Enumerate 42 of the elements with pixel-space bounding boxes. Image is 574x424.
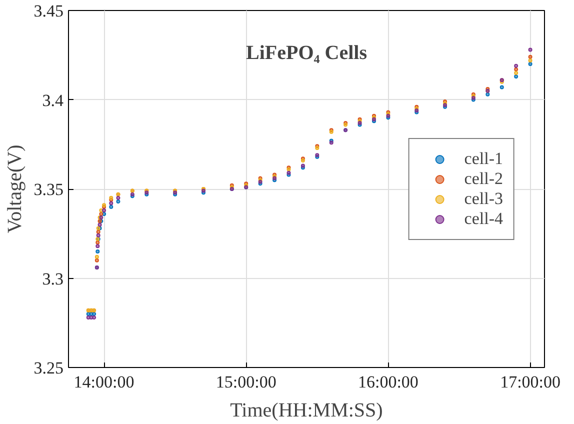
point [96, 233, 100, 238]
point [116, 200, 120, 204]
point [528, 58, 532, 62]
point [92, 312, 96, 316]
point [96, 240, 100, 245]
x-tick-label: 14:00:00 [74, 372, 134, 392]
point [486, 92, 490, 96]
point [500, 85, 504, 90]
point [514, 74, 518, 79]
legend-label: cell-2 [464, 168, 503, 188]
y-axis-title: Voltage(V) [4, 144, 26, 234]
point [514, 64, 518, 68]
point [109, 201, 114, 206]
point [528, 48, 532, 52]
point [98, 222, 102, 227]
point [528, 54, 532, 59]
legend-label: cell-1 [464, 148, 503, 168]
point [528, 62, 532, 66]
legend-label: cell-3 [464, 188, 503, 208]
point [86, 316, 90, 320]
point [96, 230, 100, 234]
x-tick-label: 15:00:00 [216, 372, 276, 392]
point [102, 208, 106, 212]
legend-label: cell-4 [464, 208, 503, 228]
x-axis-title: Time(HH:MM:SS) [230, 400, 383, 422]
y-tick-label: 3.25 [34, 358, 64, 378]
y-tick-label: 3.3 [42, 269, 64, 288]
text: LiFePO₄ Cells [246, 42, 368, 64]
point [109, 204, 114, 209]
y-tick-label: 3.45 [34, 2, 64, 20]
point [96, 249, 100, 254]
point [94, 254, 99, 259]
point [514, 67, 518, 72]
x-tick-label: 17:00:00 [500, 372, 561, 392]
point [96, 244, 100, 248]
point [116, 196, 120, 200]
point [94, 258, 99, 262]
y-tick-label: 3.35 [34, 180, 64, 199]
point [92, 316, 96, 320]
x-tick-label: 16:00:00 [358, 372, 418, 392]
point [514, 70, 518, 75]
y-tick-label: 3.4 [42, 90, 64, 110]
